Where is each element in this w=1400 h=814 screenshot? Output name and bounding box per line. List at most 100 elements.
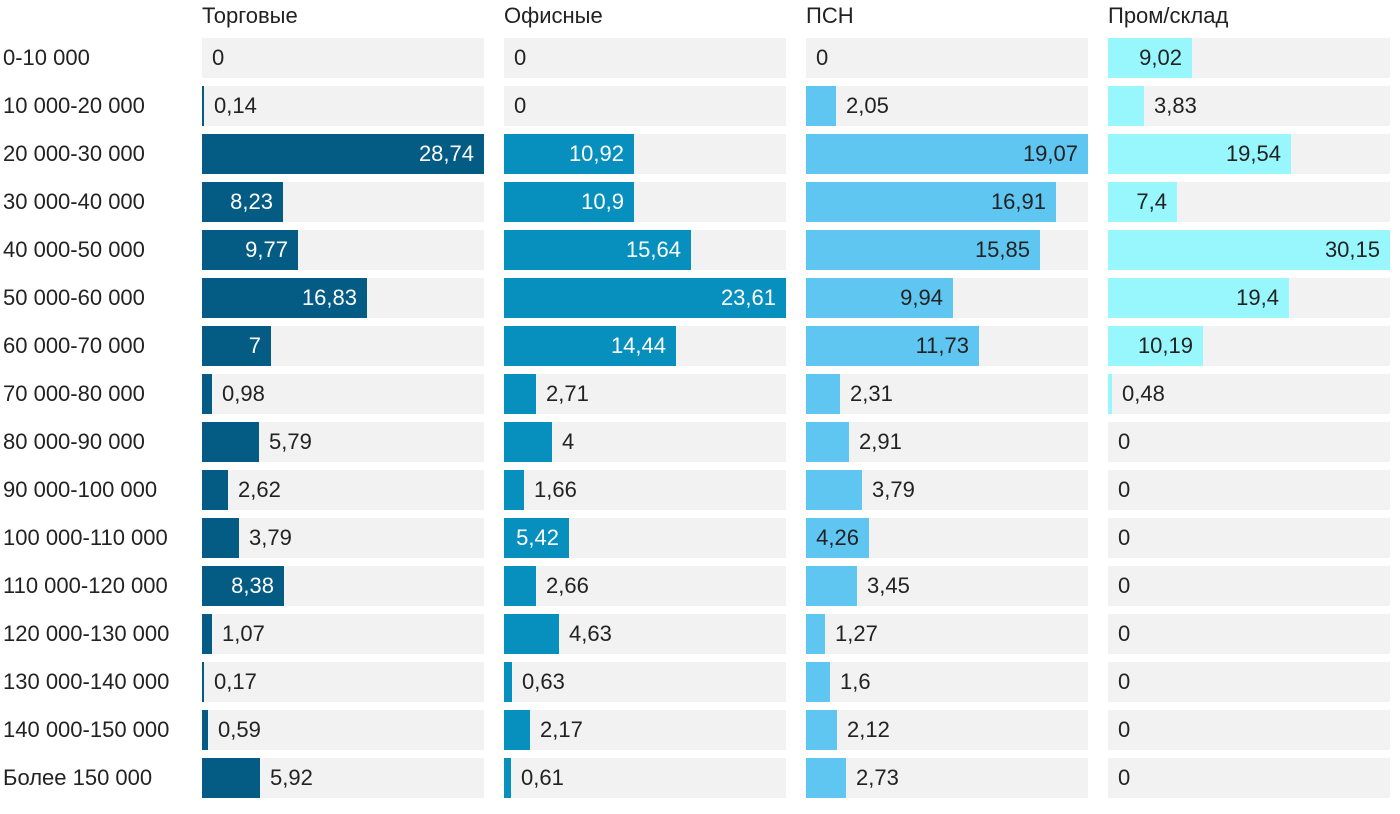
bar	[202, 326, 271, 366]
value-label: 19,4	[1236, 285, 1279, 310]
bar	[504, 230, 691, 270]
value-label: 9,77	[245, 237, 288, 262]
category-label: Более 150 000	[3, 765, 153, 790]
bar	[202, 278, 367, 318]
bar-track: 0	[1108, 758, 1390, 798]
value-label: 5,79	[269, 429, 312, 454]
bar	[806, 710, 837, 750]
bar	[202, 566, 284, 606]
value-label: 4,63	[569, 621, 612, 646]
bar-track: 2,62	[202, 470, 484, 510]
bar-track: 3,79	[202, 518, 484, 558]
bar-track: 0	[1108, 710, 1390, 750]
bar-track: 2,71	[504, 374, 786, 414]
value-label: 0	[1118, 669, 1131, 694]
value-label: 3,45	[867, 573, 910, 598]
value-label: 0	[1118, 477, 1131, 502]
category-label: 120 000-130 000	[3, 621, 170, 646]
category-label: 50 000-60 000	[3, 285, 145, 310]
bar	[806, 278, 953, 318]
bar	[504, 374, 536, 414]
bar	[202, 182, 283, 222]
bar-track: 1,07	[202, 614, 484, 654]
bar-track: 2,05	[806, 86, 1088, 126]
value-label: 8,23	[230, 189, 273, 214]
bar	[806, 518, 869, 558]
bar	[1108, 230, 1390, 270]
bar	[1108, 326, 1203, 366]
bar-track: 2,66	[504, 566, 786, 606]
bar	[504, 518, 569, 558]
bar	[202, 134, 484, 174]
bar-track: 3,83	[1108, 86, 1390, 126]
bar-track: 9,02	[1108, 38, 1390, 78]
bar	[806, 134, 1088, 174]
bar	[504, 566, 536, 606]
value-label: 0,17	[214, 669, 257, 694]
bar-track: 10,9	[504, 182, 786, 222]
category-label: 30 000-40 000	[3, 189, 145, 214]
value-label: 9,02	[1139, 45, 1182, 70]
value-label: 14,44	[610, 333, 666, 358]
bar-track: 14,44	[504, 326, 786, 366]
value-label: 0,98	[222, 381, 265, 406]
value-label: 11,73	[915, 333, 969, 358]
bar-track: 1,27	[806, 614, 1088, 654]
bar	[202, 710, 208, 750]
bar	[504, 326, 676, 366]
category-label: 70 000-80 000	[3, 381, 145, 406]
bar-track: 0	[1108, 422, 1390, 462]
category-label: 90 000-100 000	[3, 477, 158, 502]
bar-track: 0	[806, 38, 1088, 78]
bar	[504, 134, 634, 174]
bar-track: 3,45	[806, 566, 1088, 606]
value-label: 19,54	[1225, 141, 1281, 166]
bar	[806, 326, 979, 366]
value-label: 30,15	[1324, 237, 1380, 262]
value-label: 0,59	[218, 717, 261, 742]
bar	[504, 758, 511, 798]
value-label: 2,73	[856, 765, 899, 790]
category-label: 100 000-110 000	[3, 525, 168, 550]
value-label: 2,12	[847, 717, 890, 742]
value-label: 4	[562, 429, 575, 454]
value-label: 2,91	[859, 429, 902, 454]
bar-track: 0,14	[202, 86, 484, 126]
bar-track: 19,4	[1108, 278, 1390, 318]
bar-track: 2,31	[806, 374, 1088, 414]
bar-track: 0	[1108, 662, 1390, 702]
bar-track: 2,17	[504, 710, 786, 750]
bar	[806, 422, 849, 462]
value-label: 2,62	[238, 477, 281, 502]
bar-track: 7	[202, 326, 484, 366]
value-label: 4,26	[816, 525, 859, 550]
bar-track: 0	[1108, 470, 1390, 510]
bar	[504, 710, 530, 750]
bar-track: 4	[504, 422, 786, 462]
bar-track: 15,64	[504, 230, 786, 270]
bar-track: 0,98	[202, 374, 484, 414]
value-label: 16,83	[301, 285, 357, 310]
bar	[806, 758, 846, 798]
value-label: 0,48	[1122, 381, 1165, 406]
value-label: 0	[514, 93, 527, 118]
category-label: 0-10 000	[3, 45, 90, 70]
bar-track: 8,38	[202, 566, 484, 606]
value-label: 0	[816, 45, 829, 70]
bar-track: 5,42	[504, 518, 786, 558]
value-label: 10,19	[1137, 333, 1193, 358]
bar-track: 8,23	[202, 182, 484, 222]
value-label: 0	[1118, 573, 1131, 598]
value-label: 15,64	[625, 237, 681, 262]
bar	[202, 422, 259, 462]
bar-track: 16,83	[202, 278, 484, 318]
value-label: 0	[514, 45, 527, 70]
bar-track: 30,15	[1108, 230, 1390, 270]
value-label: 0	[1118, 621, 1131, 646]
bar-track: 4,26	[806, 518, 1088, 558]
bar-track: 0,63	[504, 662, 786, 702]
value-label: 2,17	[540, 717, 583, 742]
bar-track: 19,54	[1108, 134, 1390, 174]
value-label: 2,66	[546, 573, 589, 598]
